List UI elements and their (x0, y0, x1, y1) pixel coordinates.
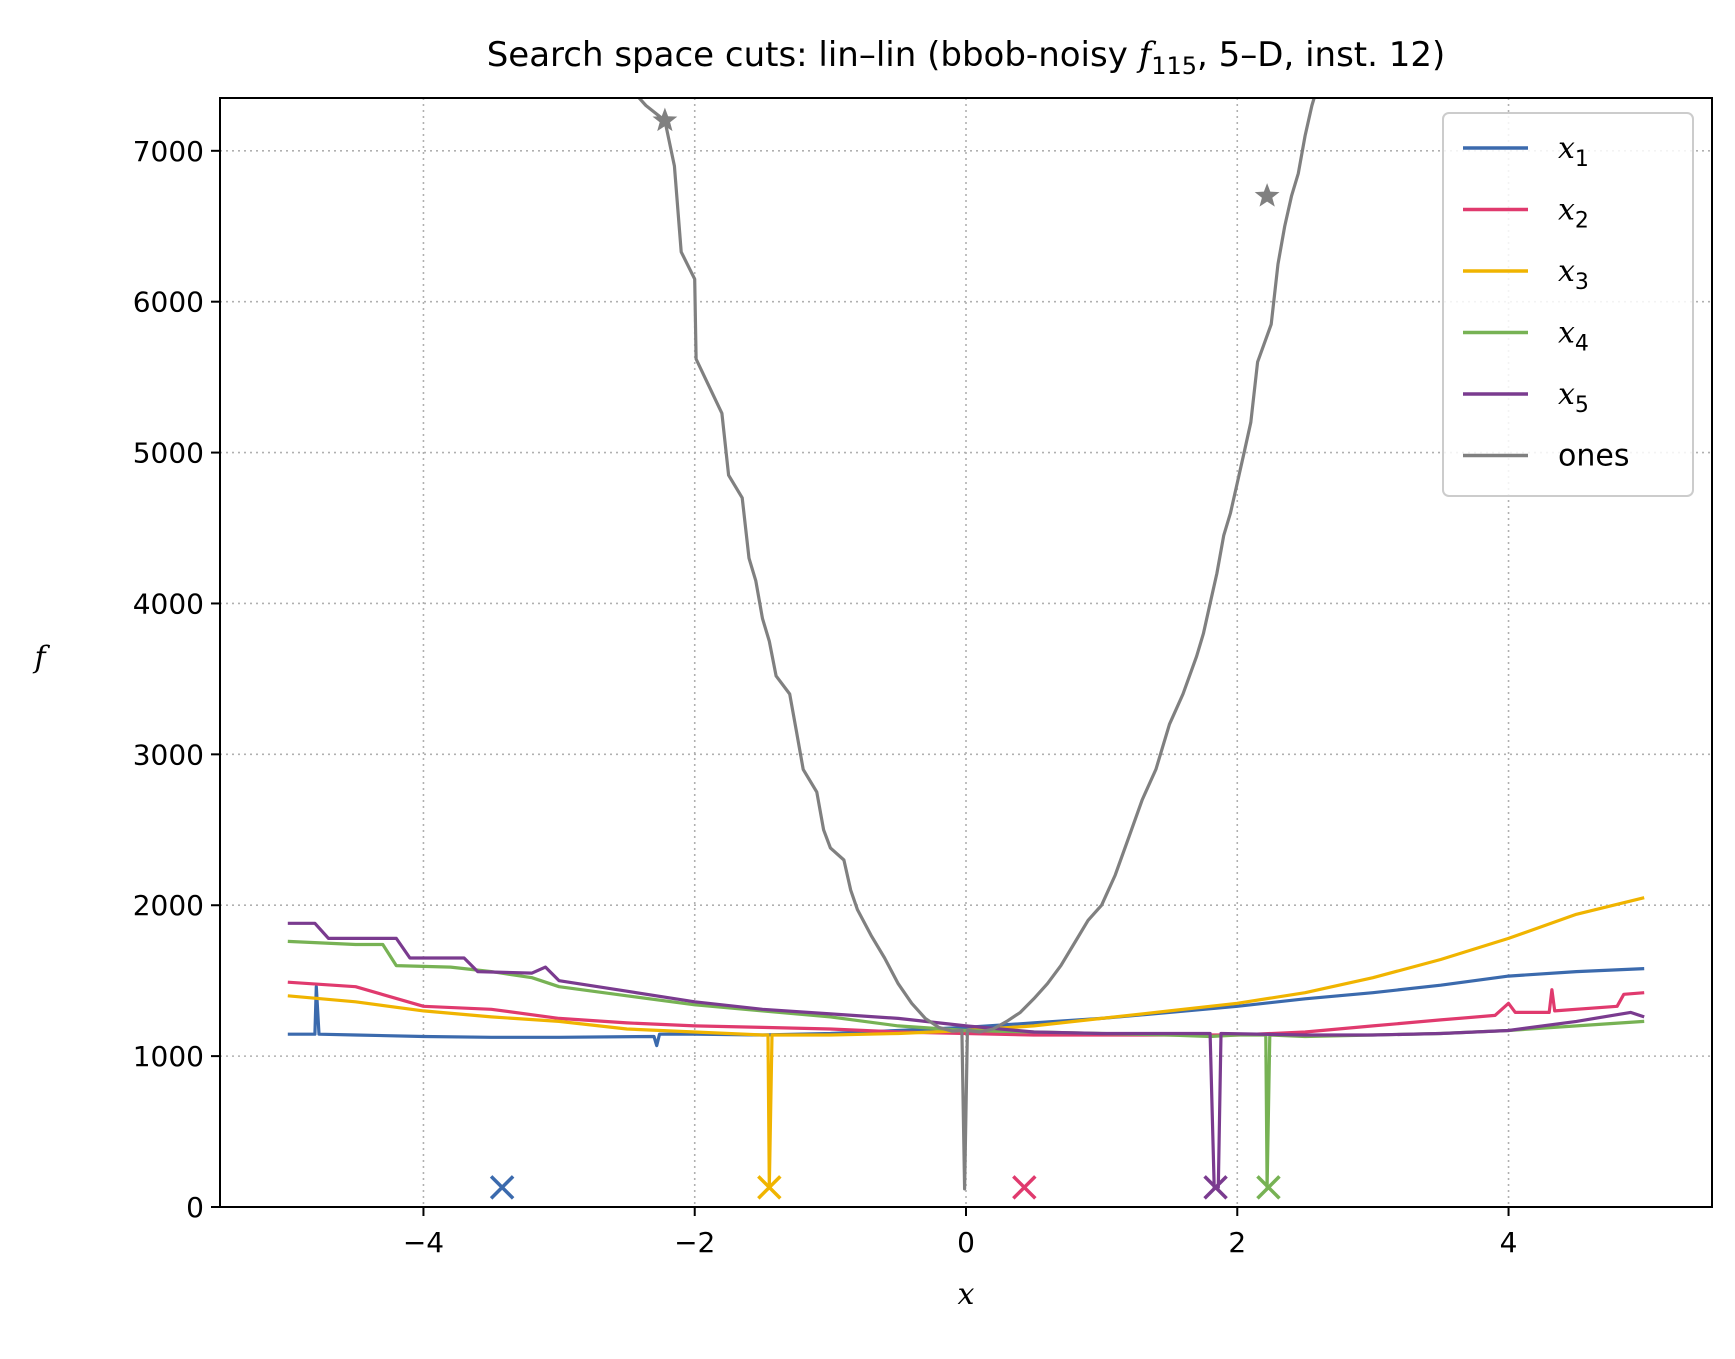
legend-label: x3 (1558, 254, 1589, 295)
y-tick-label: 3000 (133, 738, 204, 771)
optimum-x-marker (489, 1175, 515, 1200)
ticks: −4 −2 0 2 4 0 1000 2000 3000 4000 5000 6000 7000 (133, 135, 1518, 1259)
y-tick-label: 2000 (133, 889, 204, 922)
legend-item: ones (1463, 439, 1629, 474)
y-tick-label: 7000 (133, 135, 204, 168)
x-tick-label: 4 (1500, 1226, 1518, 1259)
legend-label: x4 (1558, 316, 1589, 357)
legend-item: x4 (1463, 316, 1589, 357)
title-func-subscript: 115 (1151, 52, 1197, 80)
y-tick-label: 0 (186, 1191, 204, 1224)
legend-item: x5 (1463, 377, 1589, 418)
optimum-x-marker (1012, 1175, 1037, 1200)
title-prefix: Search space cuts: lin–lin (bbob-noisy (487, 35, 1139, 75)
title-suffix: , 5–D, inst. 12) (1197, 35, 1445, 75)
x-tick-label: 0 (957, 1226, 975, 1259)
x-tick-label: −2 (674, 1226, 715, 1259)
series-layer (287, 98, 1645, 1191)
optimum-x-marker (1256, 1175, 1281, 1200)
x-tick-label: −4 (403, 1226, 444, 1259)
series-line-x3 (287, 896, 1645, 1189)
y-tick-label: 5000 (133, 437, 204, 470)
legend: x1 x2 x3 x4 x5 ones (1442, 112, 1694, 497)
series-line-ones (636, 98, 1316, 1191)
y-tick-label: 4000 (133, 587, 204, 620)
star-marker (1254, 183, 1280, 207)
legend-item: x1 (1463, 131, 1589, 172)
optimum-x-marker (1203, 1175, 1228, 1200)
x-axis-label: x (958, 1277, 975, 1312)
legend-label: x5 (1558, 377, 1589, 418)
legend-label: ones (1558, 439, 1629, 474)
x-tick-label: 2 (1228, 1226, 1246, 1259)
legend-label: x2 (1558, 193, 1589, 234)
y-tick-label: 1000 (133, 1040, 204, 1073)
optimum-x-marker (757, 1175, 782, 1200)
markers-layer (489, 107, 1281, 1200)
chart-title: Search space cuts: lin–lin (bbob-noisy f… (487, 35, 1446, 80)
legend-item: x3 (1463, 254, 1589, 295)
y-tick-label: 6000 (133, 286, 204, 319)
star-marker (652, 107, 678, 132)
legend-item: x2 (1463, 193, 1589, 234)
legend-label: x1 (1558, 131, 1589, 172)
